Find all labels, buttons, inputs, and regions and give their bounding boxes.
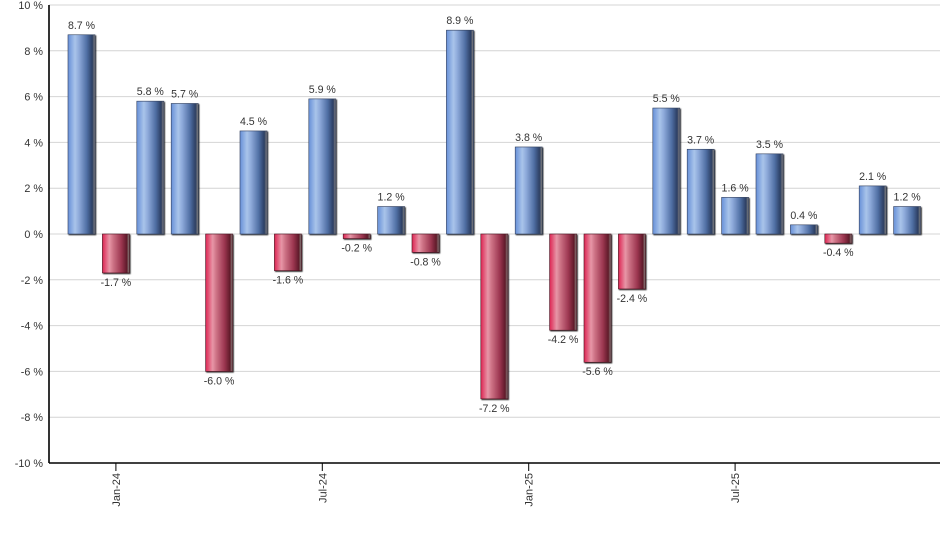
svg-text:6 %: 6 %: [24, 92, 43, 104]
svg-text:3.8 %: 3.8 %: [515, 132, 543, 144]
svg-text:5.9 %: 5.9 %: [309, 84, 337, 96]
svg-text:4.5 %: 4.5 %: [240, 116, 268, 128]
svg-text:-8 %: -8 %: [21, 412, 44, 424]
svg-text:3.7 %: 3.7 %: [687, 134, 715, 146]
svg-text:2.1 %: 2.1 %: [859, 171, 887, 183]
svg-text:1.6 %: 1.6 %: [722, 182, 750, 194]
svg-text:8.7 %: 8.7 %: [68, 20, 96, 32]
svg-text:Jul-25: Jul-25: [730, 473, 742, 503]
svg-text:-4.2 %: -4.2 %: [548, 334, 579, 346]
svg-text:2 %: 2 %: [24, 183, 43, 195]
svg-text:Jan-25: Jan-25: [524, 473, 536, 507]
svg-text:-2.4 %: -2.4 %: [617, 293, 648, 305]
svg-text:-0.2 %: -0.2 %: [341, 243, 372, 255]
svg-text:Jul-24: Jul-24: [317, 473, 329, 503]
svg-text:-4 %: -4 %: [21, 321, 44, 333]
svg-text:1.2 %: 1.2 %: [894, 192, 922, 204]
svg-text:-7.2 %: -7.2 %: [479, 403, 510, 415]
svg-text:1.2 %: 1.2 %: [378, 192, 406, 204]
svg-text:-6 %: -6 %: [21, 366, 44, 378]
svg-text:3.5 %: 3.5 %: [756, 139, 784, 151]
svg-text:-10 %: -10 %: [15, 458, 44, 470]
svg-text:4 %: 4 %: [24, 137, 43, 149]
svg-text:-1.7 %: -1.7 %: [101, 277, 132, 289]
svg-text:Jan-24: Jan-24: [111, 473, 123, 507]
svg-text:-6.0 %: -6.0 %: [204, 375, 235, 387]
svg-text:-0.8 %: -0.8 %: [410, 256, 441, 268]
svg-text:8.9 %: 8.9 %: [446, 15, 474, 27]
svg-text:5.5 %: 5.5 %: [653, 93, 681, 105]
svg-text:-2 %: -2 %: [21, 275, 44, 287]
svg-text:-0.4 %: -0.4 %: [823, 247, 854, 259]
svg-text:8 %: 8 %: [24, 46, 43, 58]
svg-text:5.8 %: 5.8 %: [137, 86, 165, 98]
svg-text:0.4 %: 0.4 %: [790, 210, 818, 222]
svg-text:-1.6 %: -1.6 %: [273, 275, 304, 287]
svg-text:-5.6 %: -5.6 %: [582, 366, 613, 378]
svg-text:5.7 %: 5.7 %: [171, 88, 199, 100]
svg-text:10 %: 10 %: [18, 0, 43, 12]
svg-text:0 %: 0 %: [24, 229, 43, 241]
